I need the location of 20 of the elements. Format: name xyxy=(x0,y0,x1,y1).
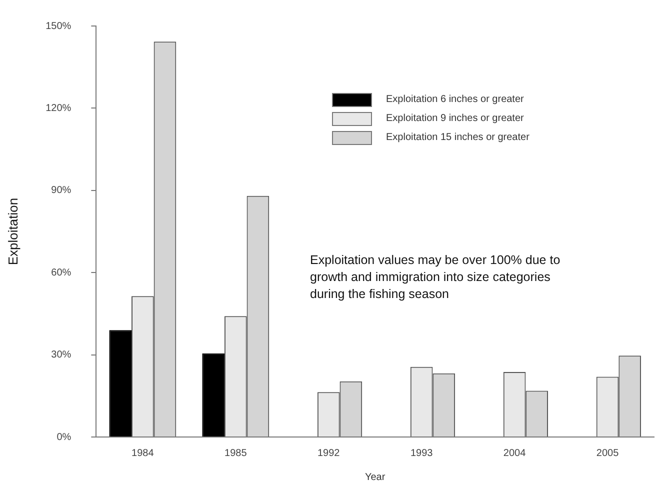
x-tick-label: 1985 xyxy=(224,448,248,459)
x-tick-label: 1992 xyxy=(317,448,340,459)
legend-label: Exploitation 15 inches or greater xyxy=(386,132,530,143)
x-tick-label: 2005 xyxy=(596,448,620,459)
legend-label: Exploitation 9 inches or greater xyxy=(386,113,524,124)
y-tick-label: 150% xyxy=(46,20,72,32)
bar xyxy=(109,330,132,436)
y-tick-label: 0% xyxy=(56,432,72,443)
x-tick-label: 1984 xyxy=(132,448,154,459)
x-tick-label: 1993 xyxy=(410,448,434,459)
annotation: Exploitation values may be over 100% due to growth and immigration into size categories during the fishing season xyxy=(310,252,562,303)
y-tick-label: 60% xyxy=(51,267,72,278)
y-tick-label: 30% xyxy=(51,350,72,361)
y-axis-title: Exploitation xyxy=(5,198,20,266)
y-tick-label: 120% xyxy=(46,102,72,114)
legend-label: Exploitation 6 inches or greater xyxy=(386,94,524,105)
x-tick-label: 2004 xyxy=(503,448,526,459)
bar xyxy=(202,353,224,436)
y-tick-label: 90% xyxy=(51,185,72,196)
x-axis-title: Year xyxy=(364,472,386,483)
